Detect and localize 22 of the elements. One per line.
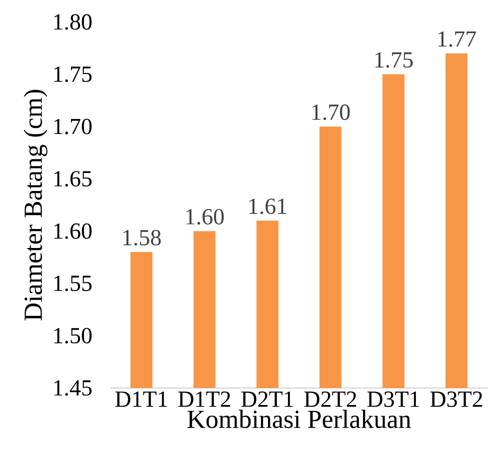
data-label: 1.70 [312,104,350,120]
x-tick-label: D1T1 [115,392,167,407]
x-tick-label: D1T2 [178,392,230,407]
data-label: 1.58 [123,230,161,246]
y-tick-label: 1.45 [54,380,92,396]
x-tick-label: D2T1 [241,392,293,407]
data-label: 1.60 [186,209,224,225]
x-tick-label: D3T1 [367,392,419,407]
y-tick-label: 1.55 [54,276,92,292]
y-tick-label: 1.50 [54,328,92,344]
y-tick-label: 1.75 [54,66,92,82]
y-tick-label: 1.80 [54,14,92,30]
x-tick-label: D2T2 [304,392,356,407]
data-label: 1.77 [438,31,476,47]
y-axis-title: Diameter Batang (cm) [24,90,48,320]
x-tick-label: D3T2 [430,392,482,407]
data-label: 1.75 [375,52,413,68]
data-label: 1.61 [249,198,286,214]
x-axis-title: Kombinasi Perlakuan [187,410,411,428]
y-tick-label: 1.70 [54,118,92,134]
y-tick-label: 1.60 [54,223,92,239]
y-tick-label: 1.65 [54,171,92,187]
